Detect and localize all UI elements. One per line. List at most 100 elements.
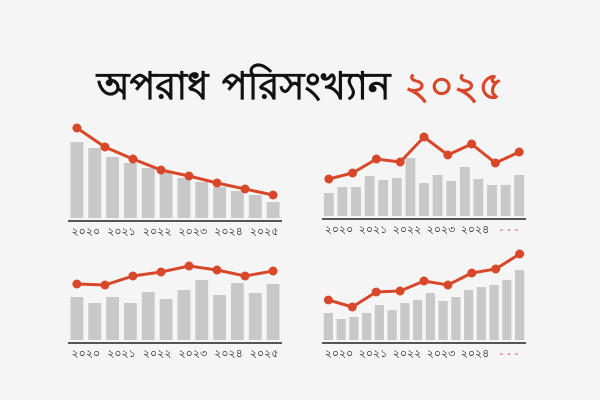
bar	[159, 173, 173, 218]
trend-point	[100, 142, 110, 152]
trend-point	[156, 165, 166, 175]
trend-point	[395, 157, 405, 167]
trend-point	[443, 150, 453, 160]
x-label: ২০২২	[143, 347, 172, 360]
x-label: ২০২৪	[461, 223, 490, 236]
bar	[349, 317, 359, 340]
trend-point	[240, 184, 250, 194]
bar	[438, 301, 448, 340]
trend-point	[128, 154, 138, 164]
x-label: ২০২২	[393, 347, 422, 360]
x-label: ২০২১	[107, 347, 136, 360]
bar	[378, 180, 389, 216]
bar	[487, 185, 497, 216]
trend-point	[128, 271, 138, 281]
x-label: ২০২৫	[250, 225, 279, 238]
x-label: ২০২৩	[427, 347, 456, 360]
bar	[459, 167, 470, 216]
bar	[514, 175, 525, 216]
trend-point	[515, 249, 525, 259]
trend-point	[184, 171, 194, 181]
bar	[70, 297, 84, 340]
x-label: ২০২৪	[214, 347, 243, 360]
bar	[213, 295, 227, 340]
bar	[419, 183, 429, 216]
bar	[351, 187, 361, 216]
bar	[159, 299, 173, 340]
trend-point	[268, 266, 278, 276]
bar	[323, 193, 334, 216]
bar	[141, 168, 155, 218]
bar	[391, 178, 402, 216]
bar	[266, 284, 280, 340]
bar	[515, 270, 525, 340]
bar	[446, 181, 457, 216]
bar	[195, 182, 209, 218]
trend-point	[156, 267, 166, 277]
x-label: ২০২০	[325, 347, 354, 360]
bar	[425, 293, 435, 340]
trend-point	[514, 147, 524, 157]
trend-point	[395, 286, 405, 296]
trend-point	[419, 132, 429, 142]
bar	[248, 293, 262, 340]
bar	[266, 202, 280, 218]
trend-point	[467, 268, 477, 278]
bar	[336, 319, 346, 340]
title-year: ২০২৫	[405, 64, 504, 108]
trend-point	[212, 265, 222, 275]
bar	[88, 148, 102, 218]
trend-point	[212, 178, 222, 188]
x-label: - - -	[500, 347, 519, 360]
x-label: - - -	[500, 223, 519, 236]
x-label: ২০২০	[325, 223, 354, 236]
x-label: ২০২৪	[461, 347, 490, 360]
trend-point	[184, 261, 194, 271]
bar	[464, 290, 474, 340]
trend-point	[240, 271, 250, 281]
trend-point	[371, 154, 381, 164]
x-label: ২০২০	[72, 225, 101, 238]
bar	[213, 187, 227, 218]
x-label: ২০২২	[393, 223, 422, 236]
x-label: ২০২০	[72, 347, 101, 360]
trend-line	[76, 264, 274, 287]
x-label: ২০২৪	[214, 225, 243, 238]
bar	[106, 297, 120, 340]
trend-point	[72, 279, 82, 289]
x-label: ২০২১	[359, 223, 388, 236]
bar	[195, 280, 209, 340]
bar	[502, 280, 512, 340]
bar	[141, 292, 155, 340]
trend-point	[324, 174, 334, 184]
bar	[123, 163, 137, 218]
bar	[362, 313, 372, 340]
x-label: ২০২৩	[427, 223, 456, 236]
trend-point	[348, 168, 358, 178]
bar	[413, 300, 423, 340]
x-label: ২০২১	[359, 347, 388, 360]
bar	[432, 175, 443, 216]
bar	[451, 297, 461, 340]
bar	[177, 178, 191, 218]
trend-point	[491, 264, 501, 274]
x-label: ২০২২	[143, 225, 172, 238]
title: অপরাধ পরিসংখ্যান ২০২৫	[95, 63, 504, 108]
bar	[387, 310, 397, 340]
bar	[500, 185, 511, 216]
title-main: অপরাধ পরিসংখ্যান	[95, 63, 392, 108]
bar	[400, 303, 410, 340]
trend-point	[72, 123, 82, 133]
bar	[476, 287, 486, 340]
bar	[323, 313, 333, 340]
trend-point	[347, 302, 357, 312]
bar	[405, 158, 416, 216]
trend-point	[371, 287, 381, 297]
trend-point	[268, 190, 278, 200]
bar	[248, 195, 262, 218]
x-label: ২০২৫	[250, 347, 279, 360]
x-label: ২০২১	[107, 225, 136, 238]
bar	[473, 179, 484, 216]
bar	[364, 176, 375, 216]
x-label: ২০২৩	[179, 225, 208, 238]
